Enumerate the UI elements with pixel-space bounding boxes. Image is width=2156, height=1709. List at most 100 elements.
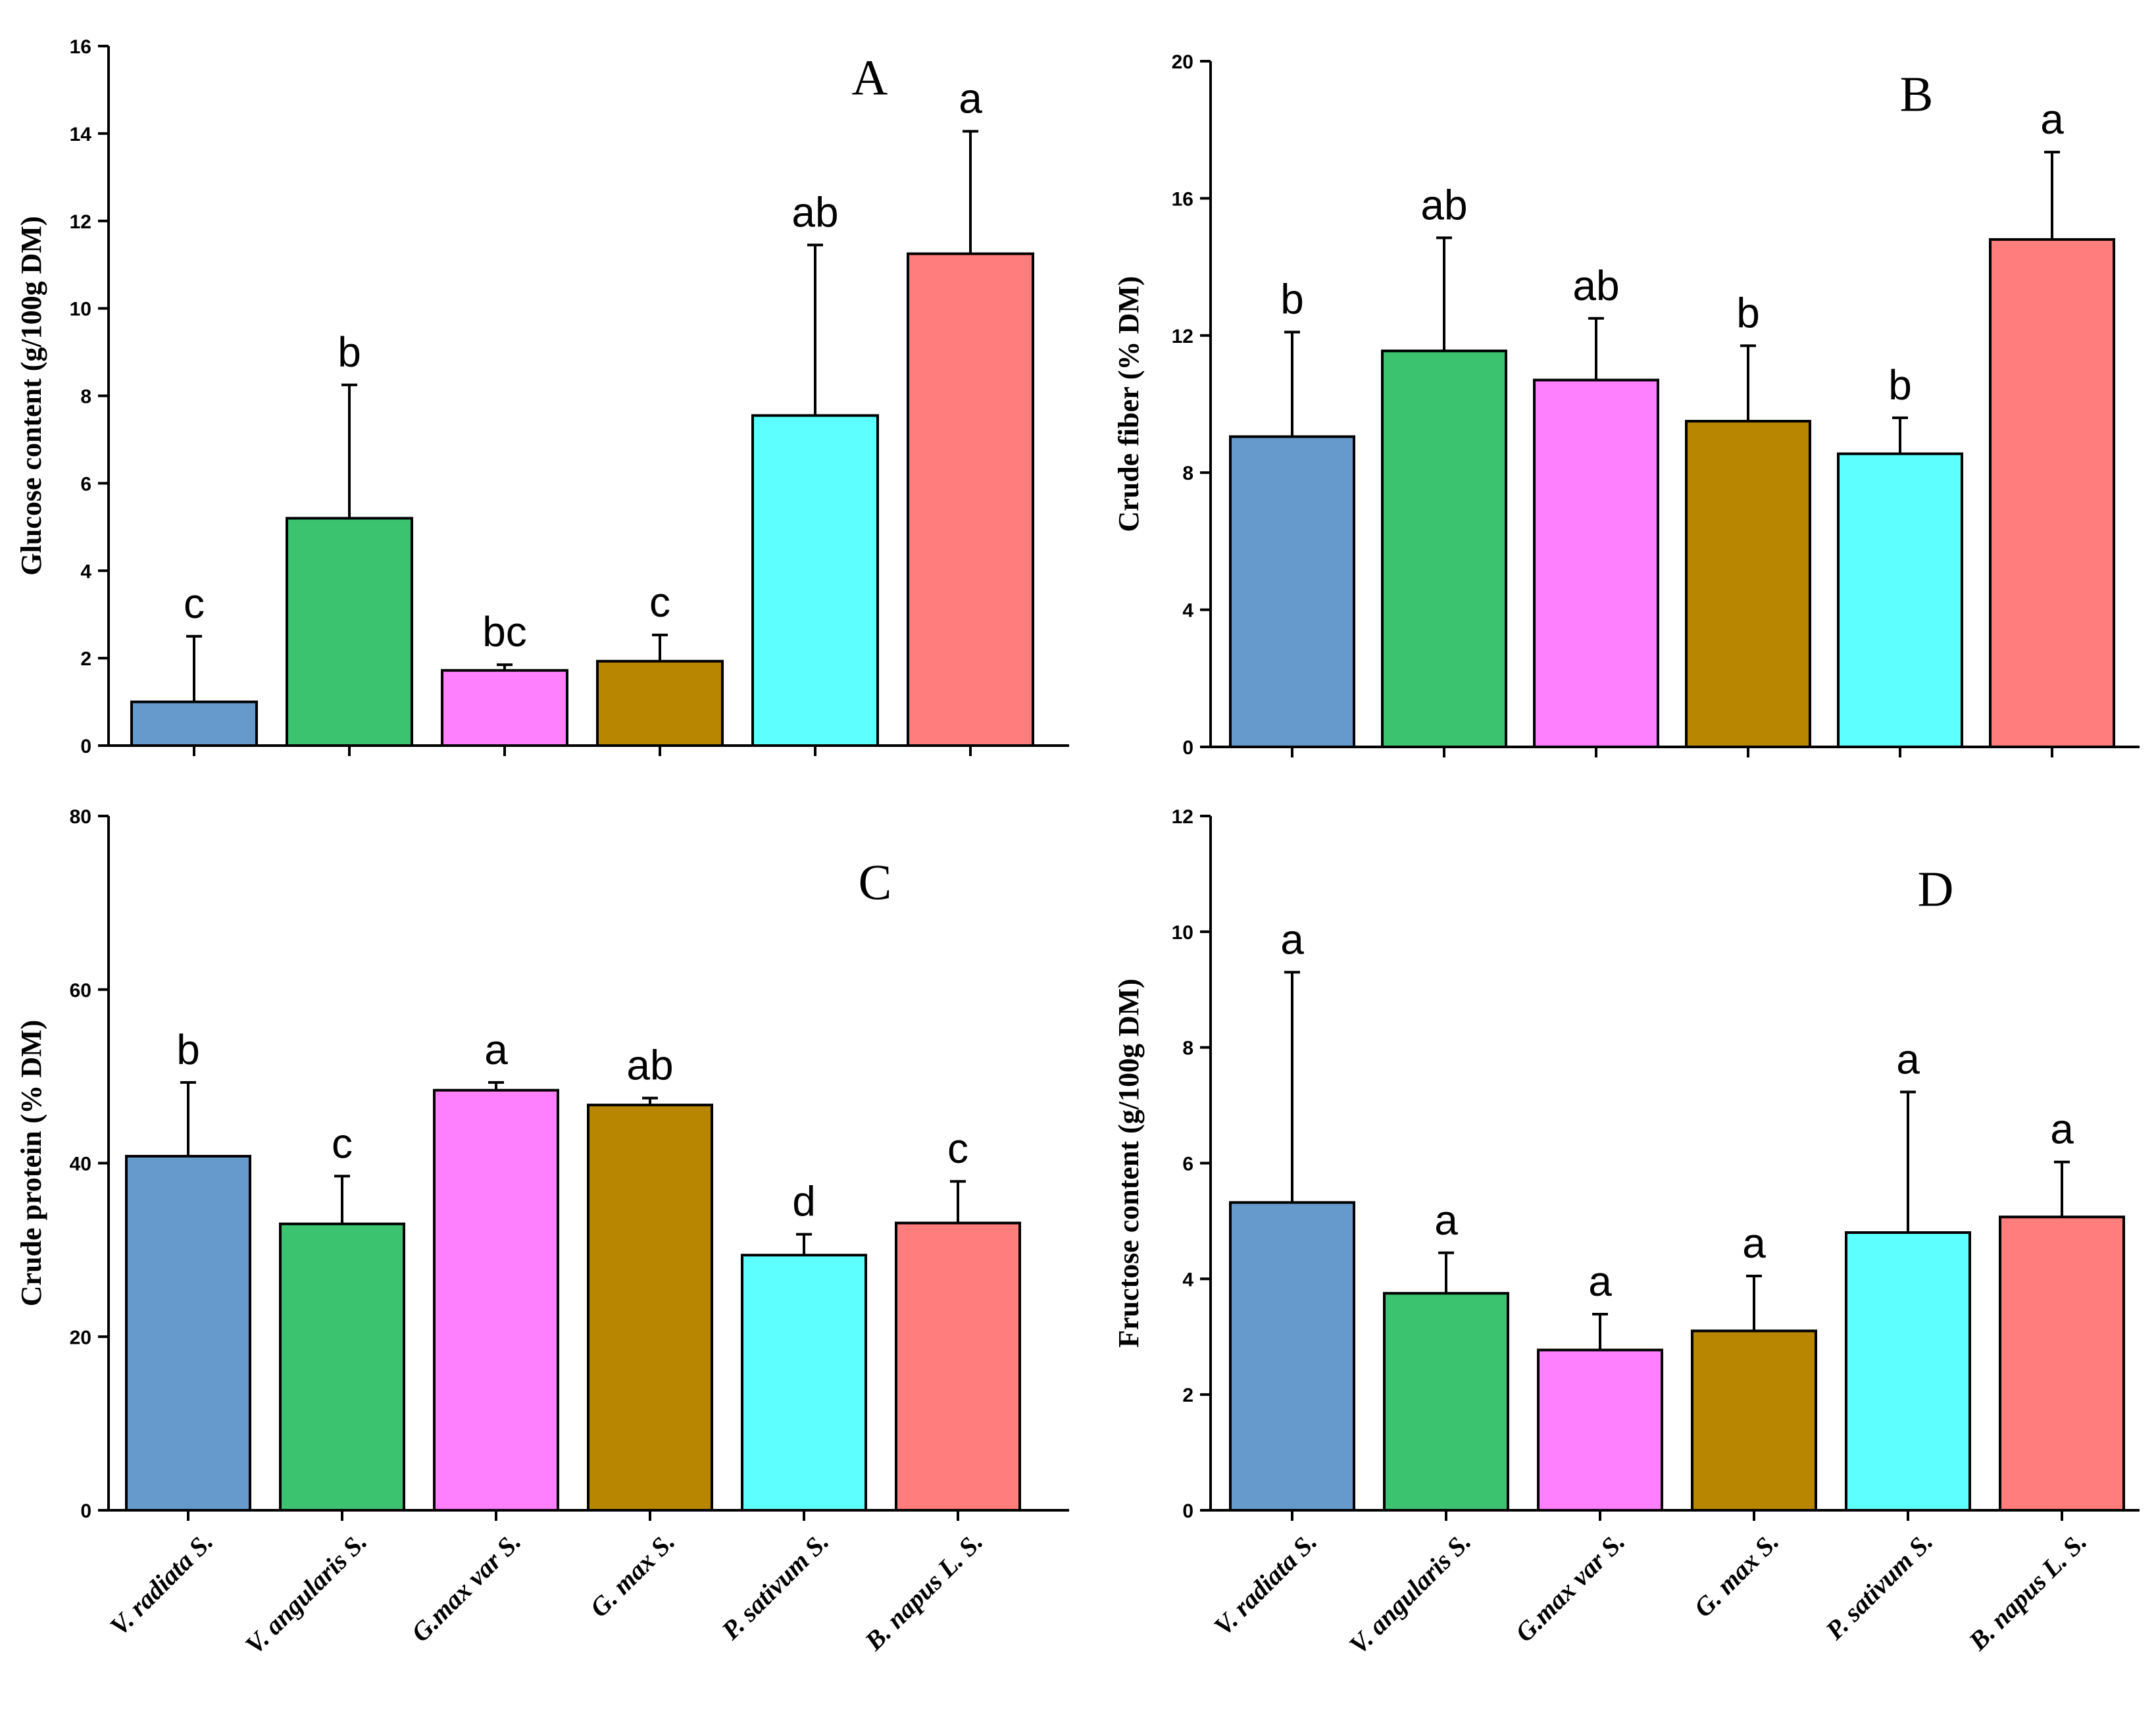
significance-letter: b bbox=[338, 328, 361, 376]
bar bbox=[1845, 1231, 1971, 1512]
category-label: G. max S. bbox=[1688, 1527, 1785, 1623]
y-tick-label: 16 bbox=[70, 36, 91, 58]
significance-letter: ab bbox=[791, 188, 838, 236]
y-tick-label: 2 bbox=[1182, 1385, 1193, 1406]
bar bbox=[895, 1221, 1021, 1512]
y-tick-label: 12 bbox=[70, 211, 91, 233]
panel-label: B bbox=[1900, 67, 1934, 122]
significance-letter: a bbox=[1742, 1219, 1766, 1267]
bar bbox=[1537, 1348, 1663, 1512]
y-tick-label: 0 bbox=[80, 736, 91, 757]
y-tick-label: 12 bbox=[1172, 326, 1193, 347]
significance-letter: c bbox=[947, 1125, 968, 1172]
panel-label: D bbox=[1918, 862, 1954, 917]
significance-letter: b bbox=[1280, 276, 1304, 323]
category-label: P. sativum S. bbox=[715, 1527, 834, 1646]
significance-letter: bc bbox=[482, 608, 527, 655]
bar bbox=[286, 517, 413, 748]
y-tick-label: 8 bbox=[1182, 1038, 1193, 1059]
category-label: V. angularis S. bbox=[239, 1527, 373, 1660]
significance-letter: c bbox=[649, 578, 670, 626]
y-axis-label: Crude fiber (% DM) bbox=[1113, 276, 1145, 532]
category-label: V. radiata S. bbox=[1208, 1527, 1322, 1641]
bar bbox=[433, 1088, 559, 1512]
y-axis-label: Fructose content (g/100g DM) bbox=[1113, 979, 1145, 1348]
y-tick-label: 12 bbox=[1172, 806, 1193, 828]
y-tick-label: 0 bbox=[1182, 1500, 1193, 1522]
y-tick-label: 6 bbox=[1182, 1154, 1193, 1175]
significance-letter: a bbox=[484, 1026, 508, 1073]
y-tick-label: 20 bbox=[70, 1327, 91, 1348]
significance-letter: a bbox=[959, 75, 982, 122]
significance-letter: d bbox=[792, 1178, 816, 1225]
significance-letter: a bbox=[1896, 1035, 1920, 1083]
significance-letter: a bbox=[1434, 1196, 1458, 1244]
significance-letter: a bbox=[2050, 1106, 2074, 1153]
bar bbox=[441, 669, 568, 747]
category-label: V. angularis S. bbox=[1343, 1527, 1477, 1660]
y-tick-label: 0 bbox=[1182, 737, 1193, 759]
panel-b: 0 4 8 12 16 20 Crude fiber (% DM) Bb ab ab b b a bbox=[1113, 51, 2140, 759]
bar bbox=[587, 1104, 713, 1512]
bar bbox=[1381, 349, 1507, 748]
bar bbox=[1383, 1292, 1509, 1512]
y-tick-label: 20 bbox=[1172, 51, 1193, 73]
y-axis-label: Crude protein (% DM) bbox=[15, 1020, 47, 1306]
y-tick-label: 10 bbox=[70, 299, 91, 320]
y-tick-label: 16 bbox=[1172, 188, 1193, 210]
y-axis-label: Glucose content (g/100g DM) bbox=[15, 216, 47, 575]
category-label: G.max var S. bbox=[1509, 1527, 1630, 1648]
y-tick-label: 60 bbox=[70, 980, 91, 1002]
bar bbox=[279, 1222, 405, 1512]
y-tick-label: 14 bbox=[70, 124, 92, 145]
category-label: G. max S. bbox=[584, 1527, 681, 1623]
significance-letter: c bbox=[332, 1119, 353, 1167]
category-label: P. sativum S. bbox=[1819, 1527, 1938, 1646]
bar bbox=[1691, 1329, 1817, 1512]
y-tick-label: 6 bbox=[80, 473, 91, 495]
significance-letter: ab bbox=[1572, 262, 1619, 309]
bar bbox=[596, 659, 724, 748]
significance-letter: ab bbox=[1420, 181, 1467, 228]
significance-letter: b bbox=[1736, 289, 1760, 336]
significance-letter: b bbox=[176, 1026, 200, 1073]
y-tick-label: 4 bbox=[1182, 1269, 1193, 1290]
significance-letter: c bbox=[184, 580, 205, 627]
y-tick-label: 8 bbox=[80, 386, 91, 408]
significance-letter: a bbox=[1280, 915, 1304, 963]
panel-a: 0 2 4 6 8 10 12 14 16 Glucose content (g/100g DM)… bbox=[15, 36, 1069, 757]
significance-letter: a bbox=[1588, 1258, 1612, 1305]
bar bbox=[130, 700, 258, 747]
bar bbox=[1999, 1215, 2125, 1512]
bar bbox=[741, 1254, 867, 1512]
significance-letter: ab bbox=[626, 1042, 673, 1089]
panel-label: A bbox=[852, 51, 888, 106]
significance-letter: a bbox=[2040, 95, 2064, 143]
y-tick-label: 8 bbox=[1182, 463, 1193, 484]
bar bbox=[1229, 435, 1355, 748]
category-label: G.max var S. bbox=[405, 1527, 526, 1648]
y-tick-label: 80 bbox=[70, 806, 91, 828]
bar bbox=[907, 252, 1034, 747]
category-label: V. radiata S. bbox=[104, 1527, 218, 1641]
bar bbox=[1229, 1201, 1355, 1512]
panel-c: 0 20 40 60 80 Crude protein (% DM) Cb c a ab d c V. … bbox=[15, 806, 1069, 1660]
y-tick-label: 4 bbox=[1182, 600, 1193, 622]
bar bbox=[1837, 452, 1963, 748]
bar bbox=[1685, 420, 1811, 748]
y-tick-label: 4 bbox=[80, 561, 91, 582]
bar bbox=[1533, 378, 1659, 748]
panel-label: C bbox=[859, 855, 892, 911]
y-tick-label: 2 bbox=[80, 648, 91, 670]
panel-d: 0 2 4 6 8 10 12 Fructose content (g/100g DM) Da a… bbox=[1113, 806, 2140, 1660]
y-tick-label: 0 bbox=[80, 1500, 91, 1522]
y-tick-label: 10 bbox=[1172, 922, 1193, 944]
y-tick-label: 40 bbox=[70, 1154, 91, 1175]
category-label: B. napus L. S. bbox=[1963, 1527, 2093, 1657]
significance-letter: b bbox=[1888, 361, 1912, 409]
bar bbox=[125, 1154, 251, 1512]
bar bbox=[1989, 238, 2115, 749]
category-label: B. napus L. S. bbox=[859, 1527, 989, 1657]
bar bbox=[751, 414, 879, 747]
